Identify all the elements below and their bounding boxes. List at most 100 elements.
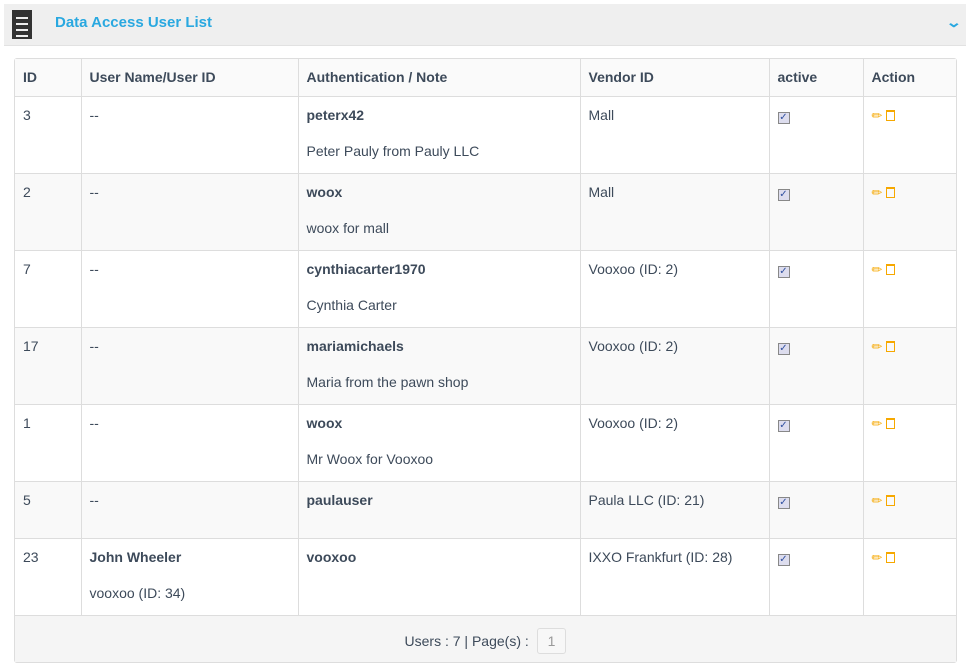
cell-active: ✓ — [769, 250, 864, 328]
active-checkbox[interactable]: ✓ — [777, 496, 790, 509]
delete-trash-icon[interactable] — [886, 417, 896, 429]
panel-title: Data Access User List — [55, 14, 213, 31]
cell-vendor: Mall — [580, 173, 770, 251]
auth-note: woox for mall — [306, 219, 389, 236]
edit-pencil-icon[interactable]: ✏ — [871, 549, 883, 565]
user-name: -- — [89, 183, 99, 200]
cell-vendor: Mall — [580, 96, 770, 174]
cell-action: ✏ — [863, 404, 956, 482]
cell-vendor: IXXO Frankfurt (ID: 28) — [580, 538, 770, 616]
auth-login: mariamichaels — [306, 337, 404, 354]
table-row: 7 -- cynthiacarter1970 Cynthia Carter Voo… — [15, 250, 956, 328]
delete-trash-icon[interactable] — [886, 494, 896, 506]
cell-id: 3 — [15, 96, 82, 174]
user-table: ID User Name/User ID Authentication / No… — [15, 59, 956, 616]
cell-action: ✏ — [863, 481, 956, 539]
cell-auth: paulauser — [298, 481, 581, 539]
auth-login: woox — [306, 414, 343, 431]
auth-note: Cynthia Carter — [306, 296, 397, 313]
cell-action: ✏ — [863, 538, 956, 616]
delete-trash-icon[interactable] — [886, 186, 896, 198]
auth-login: paulauser — [306, 491, 373, 508]
table-footer: Users : 7 | Page(s) : 1 — [15, 615, 956, 662]
cell-id: 17 — [15, 327, 82, 405]
cell-id: 1 — [15, 404, 82, 482]
auth-note: Peter Pauly from Pauly LLC — [306, 142, 480, 159]
cell-user: -- — [81, 173, 299, 251]
user-name: -- — [89, 106, 99, 123]
cell-auth: cynthiacarter1970 Cynthia Carter — [298, 250, 581, 328]
auth-login: peterx42 — [306, 106, 365, 123]
user-id: vooxoo (ID: 34) — [89, 584, 186, 601]
active-checkbox[interactable]: ✓ — [777, 419, 790, 432]
cell-active: ✓ — [769, 538, 864, 616]
col-active: active — [769, 59, 864, 97]
cell-action: ✏ — [863, 96, 956, 174]
edit-pencil-icon[interactable]: ✏ — [871, 184, 883, 200]
cell-id: 2 — [15, 173, 82, 251]
cell-auth: mariamichaels Maria from the pawn shop — [298, 327, 581, 405]
notepad-icon — [12, 10, 32, 43]
auth-login: vooxoo — [306, 548, 357, 565]
cell-active: ✓ — [769, 327, 864, 405]
cell-auth: vooxoo — [298, 538, 581, 616]
col-action: Action — [863, 59, 956, 97]
cell-action: ✏ — [863, 250, 956, 328]
cell-active: ✓ — [769, 481, 864, 539]
edit-pencil-icon[interactable]: ✏ — [871, 107, 883, 123]
edit-pencil-icon[interactable]: ✏ — [871, 338, 883, 354]
table-row: 23 John Wheeler vooxoo (ID: 34) vooxoo IX… — [15, 538, 956, 616]
cell-vendor: Paula LLC (ID: 21) — [580, 481, 770, 539]
col-vendor: Vendor ID — [580, 59, 770, 97]
cell-auth: woox woox for mall — [298, 173, 581, 251]
cell-active: ✓ — [769, 173, 864, 251]
edit-pencil-icon[interactable]: ✏ — [871, 415, 883, 431]
cell-auth: woox Mr Woox for Vooxoo — [298, 404, 581, 482]
user-table-container: ID User Name/User ID Authentication / No… — [14, 58, 957, 663]
delete-trash-icon[interactable] — [886, 263, 896, 275]
user-name: -- — [89, 491, 99, 508]
auth-note: Mr Woox for Vooxoo — [306, 450, 434, 467]
table-row: 1 -- woox Mr Woox for Vooxoo Vooxoo (ID: … — [15, 404, 956, 482]
delete-trash-icon[interactable] — [886, 551, 896, 563]
col-id: ID — [15, 59, 82, 97]
edit-pencil-icon[interactable]: ✏ — [871, 261, 883, 277]
cell-action: ✏ — [863, 173, 956, 251]
active-checkbox[interactable]: ✓ — [777, 188, 790, 201]
delete-trash-icon[interactable] — [886, 340, 896, 352]
table-row: 2 -- woox woox for mall Mall ✓ ✏ — [15, 173, 956, 251]
active-checkbox[interactable]: ✓ — [777, 342, 790, 355]
cell-id: 5 — [15, 481, 82, 539]
cell-auth: peterx42 Peter Pauly from Pauly LLC — [298, 96, 581, 174]
cell-user: -- — [81, 96, 299, 174]
cell-id: 7 — [15, 250, 82, 328]
delete-trash-icon[interactable] — [886, 109, 896, 121]
active-checkbox[interactable]: ✓ — [777, 553, 790, 566]
user-name: John Wheeler — [89, 548, 182, 565]
auth-note: Maria from the pawn shop — [306, 373, 469, 390]
user-name: -- — [89, 260, 99, 277]
cell-vendor: Vooxoo (ID: 2) — [580, 404, 770, 482]
active-checkbox[interactable]: ✓ — [777, 111, 790, 124]
cell-vendor: Vooxoo (ID: 2) — [580, 250, 770, 328]
cell-active: ✓ — [769, 96, 864, 174]
cell-active: ✓ — [769, 404, 864, 482]
panel-header[interactable]: Data Access User List ⌄ — [4, 4, 966, 46]
cell-vendor: Vooxoo (ID: 2) — [580, 327, 770, 405]
col-auth: Authentication / Note — [298, 59, 581, 97]
user-name: -- — [89, 337, 99, 354]
cell-user: -- — [81, 327, 299, 405]
table-row: 5 -- paulauser Paula LLC (ID: 21) ✓ ✏ — [15, 481, 956, 539]
cell-id: 23 — [15, 538, 82, 616]
table-row: 3 -- peterx42 Peter Pauly from Pauly LLC … — [15, 96, 956, 174]
table-row: 17 -- mariamichaels Maria from the pawn s… — [15, 327, 956, 405]
cell-user: John Wheeler vooxoo (ID: 34) — [81, 538, 299, 616]
active-checkbox[interactable]: ✓ — [777, 265, 790, 278]
chevron-down-icon[interactable]: ⌄ — [945, 14, 963, 30]
cell-user: -- — [81, 250, 299, 328]
table-header-row: ID User Name/User ID Authentication / No… — [15, 59, 956, 97]
page-button[interactable]: 1 — [536, 627, 567, 654]
edit-pencil-icon[interactable]: ✏ — [871, 492, 883, 508]
col-user: User Name/User ID — [81, 59, 299, 97]
auth-login: cynthiacarter1970 — [306, 260, 426, 277]
